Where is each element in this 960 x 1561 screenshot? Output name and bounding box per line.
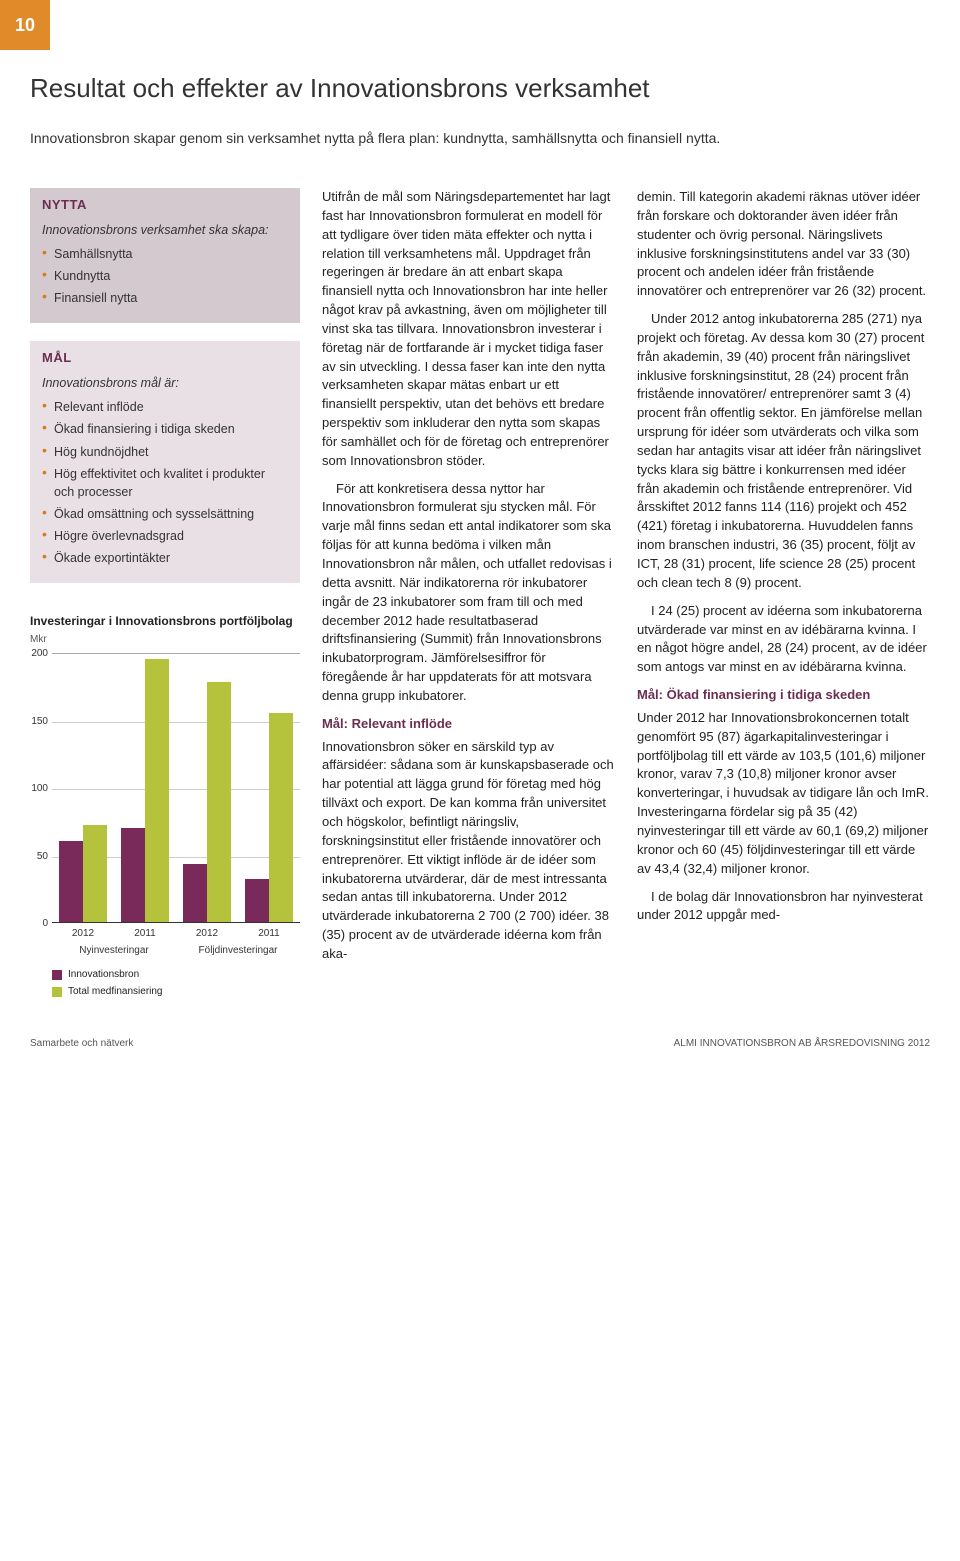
body-paragraph: Under 2012 har Innovationsbrokoncernen t… <box>637 709 930 879</box>
mal-item: Högre överlevnadsgrad <box>42 527 288 545</box>
legend-item: Total medfinansiering <box>52 985 300 1000</box>
left-column: NYTTA Innovationsbrons verksamhet ska sk… <box>30 188 300 1001</box>
right-column: demin. Till kategorin akademi räknas utö… <box>637 188 930 1001</box>
bar-innovationsbron <box>183 864 207 922</box>
chart-title: Investeringar i Innovationsbrons portföl… <box>30 613 300 630</box>
mal-item: Relevant inflöde <box>42 398 288 416</box>
middle-column: Utifrån de mål som Näringsdepartementet … <box>322 188 615 1001</box>
x-group-label: Nyinvesteringar <box>52 944 176 959</box>
body-paragraph: I 24 (25) procent av idéerna som inkubat… <box>637 602 930 677</box>
bar-innovationsbron <box>121 828 145 923</box>
mal-box: MÅL Innovationsbrons mål är: Relevant in… <box>30 341 300 583</box>
bar-total <box>207 682 231 922</box>
bar-total <box>269 713 293 922</box>
bar-total <box>145 659 169 922</box>
x-group-label: Följdinvesteringar <box>176 944 300 959</box>
chart-unit: Mkr <box>30 633 300 648</box>
nytta-item: Kundnytta <box>42 267 288 285</box>
nytta-item: Finansiell nytta <box>42 289 288 307</box>
bar-group <box>114 659 176 922</box>
nytta-list: Samhällsnytta Kundnytta Finansiell nytta <box>42 245 288 307</box>
body-paragraph: Innovationsbron söker en särskild typ av… <box>322 738 615 964</box>
body-paragraph: demin. Till kategorin akademi räknas utö… <box>637 188 930 301</box>
body-paragraph: Utifrån de mål som Näringsdepartementet … <box>322 188 615 471</box>
legend-swatch <box>52 987 62 997</box>
mal-item: Ökad omsättning och sysselsättning <box>42 505 288 523</box>
bar-group <box>176 682 238 922</box>
y-tick: 50 <box>28 849 48 864</box>
bar-groups <box>52 654 300 922</box>
bar-total <box>83 825 107 922</box>
bar-group <box>238 713 300 922</box>
mal-item: Hög kundnöjdhet <box>42 443 288 461</box>
nytta-title: NYTTA <box>42 196 288 215</box>
nytta-box: NYTTA Innovationsbrons verksamhet ska sk… <box>30 188 300 323</box>
x-label: 2012 <box>176 927 238 942</box>
chart-block: Investeringar i Innovationsbrons portföl… <box>30 613 300 999</box>
y-tick: 150 <box>28 714 48 729</box>
x-label: 2011 <box>238 927 300 942</box>
y-tick: 200 <box>28 647 48 662</box>
columns-container: NYTTA Innovationsbrons verksamhet ska sk… <box>30 188 930 1001</box>
x-label: 2011 <box>114 927 176 942</box>
footer-right: ALMI INNOVATIONSBRON AB ÅRSREDOVISNING 2… <box>674 1037 930 1052</box>
x-labels: 2012 2011 2012 2011 <box>52 927 300 942</box>
x-label: 2012 <box>52 927 114 942</box>
body-paragraph: För att konkretisera dessa nyttor har In… <box>322 480 615 706</box>
legend-swatch <box>52 970 62 980</box>
body-paragraph: Under 2012 antog inkubatorerna 285 (271)… <box>637 310 930 593</box>
mal-item: Hög effektivitet och kvalitet i produkte… <box>42 465 288 501</box>
legend-item: Innovationsbron <box>52 968 300 983</box>
footer-left: Samarbete och nätverk <box>30 1037 133 1052</box>
nytta-sub: Innovationsbrons verksamhet ska skapa: <box>42 221 288 239</box>
page-title: Resultat och effekter av Innovationsbron… <box>30 70 930 108</box>
chart-area: 050100150200 <box>52 653 300 923</box>
y-tick: 0 <box>28 917 48 932</box>
chart-legend: Innovationsbron Total medfinansiering <box>52 968 300 999</box>
section-heading: Mål: Relevant inflöde <box>322 715 615 734</box>
mal-item: Ökade exportintäkter <box>42 549 288 567</box>
nytta-item: Samhällsnytta <box>42 245 288 263</box>
page-number-badge: 10 <box>0 0 50 50</box>
mal-item: Ökad finansiering i tidiga skeden <box>42 420 288 438</box>
section-heading: Mål: Ökad finansiering i tidiga skeden <box>637 686 930 705</box>
y-tick: 100 <box>28 782 48 797</box>
mal-list: Relevant inflöde Ökad finansiering i tid… <box>42 398 288 567</box>
bar-group <box>52 825 114 922</box>
bar-innovationsbron <box>245 879 269 922</box>
bar-innovationsbron <box>59 841 83 922</box>
x-group-labels: Nyinvesteringar Följdinvesteringar <box>52 944 300 959</box>
intro-paragraph: Innovationsbron skapar genom sin verksam… <box>30 128 730 148</box>
page: 10 Resultat och effekter av Innovationsb… <box>0 0 960 1072</box>
mal-title: MÅL <box>42 349 288 368</box>
page-footer: Samarbete och nätverk ALMI INNOVATIONSBR… <box>30 1031 930 1052</box>
legend-label: Total medfinansiering <box>68 985 163 1000</box>
body-paragraph: I de bolag där Innovationsbron har nyinv… <box>637 888 930 926</box>
legend-label: Innovationsbron <box>68 968 139 983</box>
mal-sub: Innovationsbrons mål är: <box>42 374 288 392</box>
